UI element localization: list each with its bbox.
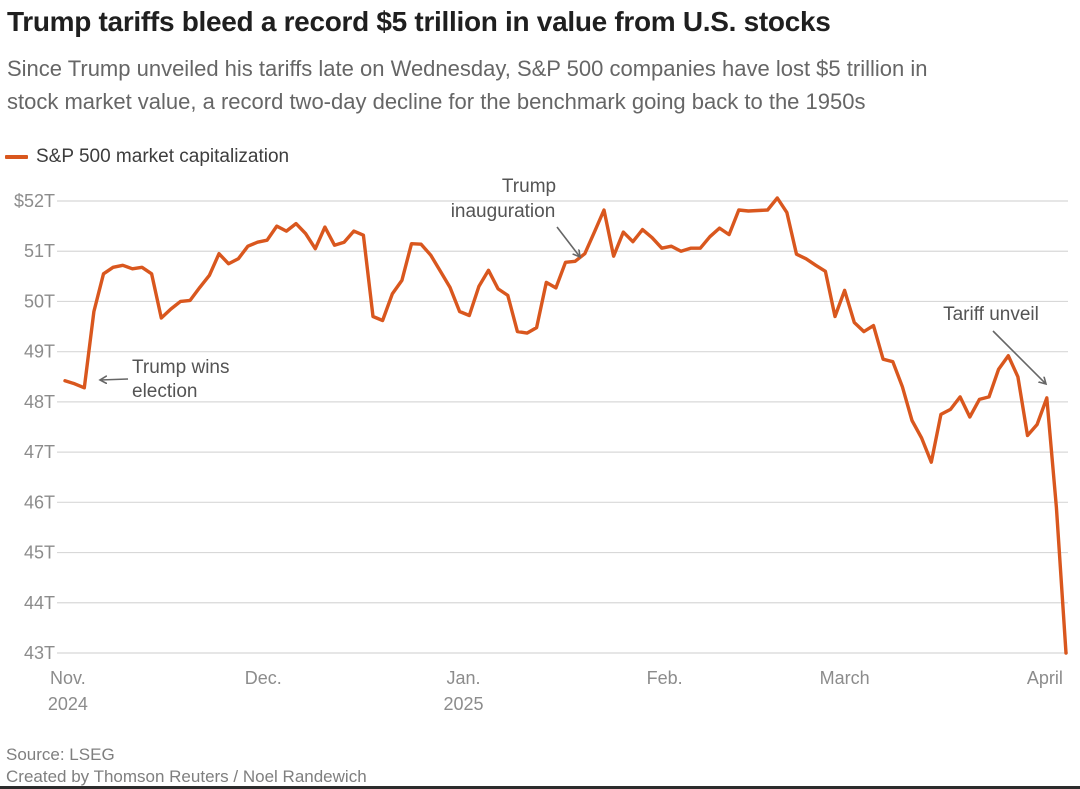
- y-tick-label: 49T: [24, 342, 55, 362]
- chart-title: Trump tariffs bleed a record $5 trillion…: [7, 6, 831, 37]
- y-tick-label: 47T: [24, 442, 55, 462]
- annotation-inauguration-line1: Trump: [501, 176, 557, 197]
- annotation-inauguration-line2: inauguration: [450, 201, 556, 222]
- x-tick-label: Jan.: [446, 668, 480, 688]
- y-tick-label: $52T: [14, 191, 55, 211]
- x-tick-label: April: [1027, 668, 1063, 688]
- x-tick-label: Dec.: [245, 668, 282, 688]
- legend: S&P 500 market capitalization: [5, 146, 289, 168]
- chart-subtitle: Since Trump unveiled his tariffs late on…: [7, 52, 1071, 118]
- y-tick-label: 48T: [24, 392, 55, 412]
- y-tick-label: 51T: [24, 241, 55, 261]
- annotation-arrow: [100, 379, 129, 380]
- y-tick-label: 50T: [24, 291, 55, 311]
- annotation-tariff-unveil: Tariff unveil: [943, 304, 1039, 325]
- y-tick-label: 45T: [24, 543, 55, 563]
- annotation-election-line2: election: [132, 381, 198, 402]
- chart-subtitle-line1: Since Trump unveiled his tariffs late on…: [7, 56, 928, 81]
- chart-subtitle-line2: stock market value, a record two-day dec…: [7, 89, 866, 114]
- annotation-arrow: [556, 226, 580, 257]
- source-text: Source: LSEG: [6, 745, 115, 764]
- series-line: [63, 196, 1068, 655]
- x-tick-label: Nov.: [50, 668, 86, 688]
- x-tick-sublabel: 2025: [443, 694, 483, 714]
- annotation-trump-wins-election: Trump wins election: [132, 356, 229, 404]
- x-tick-sublabel: 2024: [48, 694, 88, 714]
- legend-line-swatch: [5, 155, 28, 159]
- annotation-arrow: [992, 330, 1046, 384]
- x-tick-label: Feb.: [647, 668, 683, 688]
- bottom-border: [0, 786, 1080, 789]
- y-tick-label: 43T: [24, 643, 55, 663]
- y-tick-label: 44T: [24, 593, 55, 613]
- credit-text: Created by Thomson Reuters / Noel Randew…: [6, 767, 367, 786]
- legend-label: S&P 500 market capitalization: [36, 146, 290, 167]
- annotation-election-line1: Trump wins: [132, 357, 230, 378]
- x-tick-label: March: [820, 668, 870, 688]
- y-tick-label: 46T: [24, 492, 55, 512]
